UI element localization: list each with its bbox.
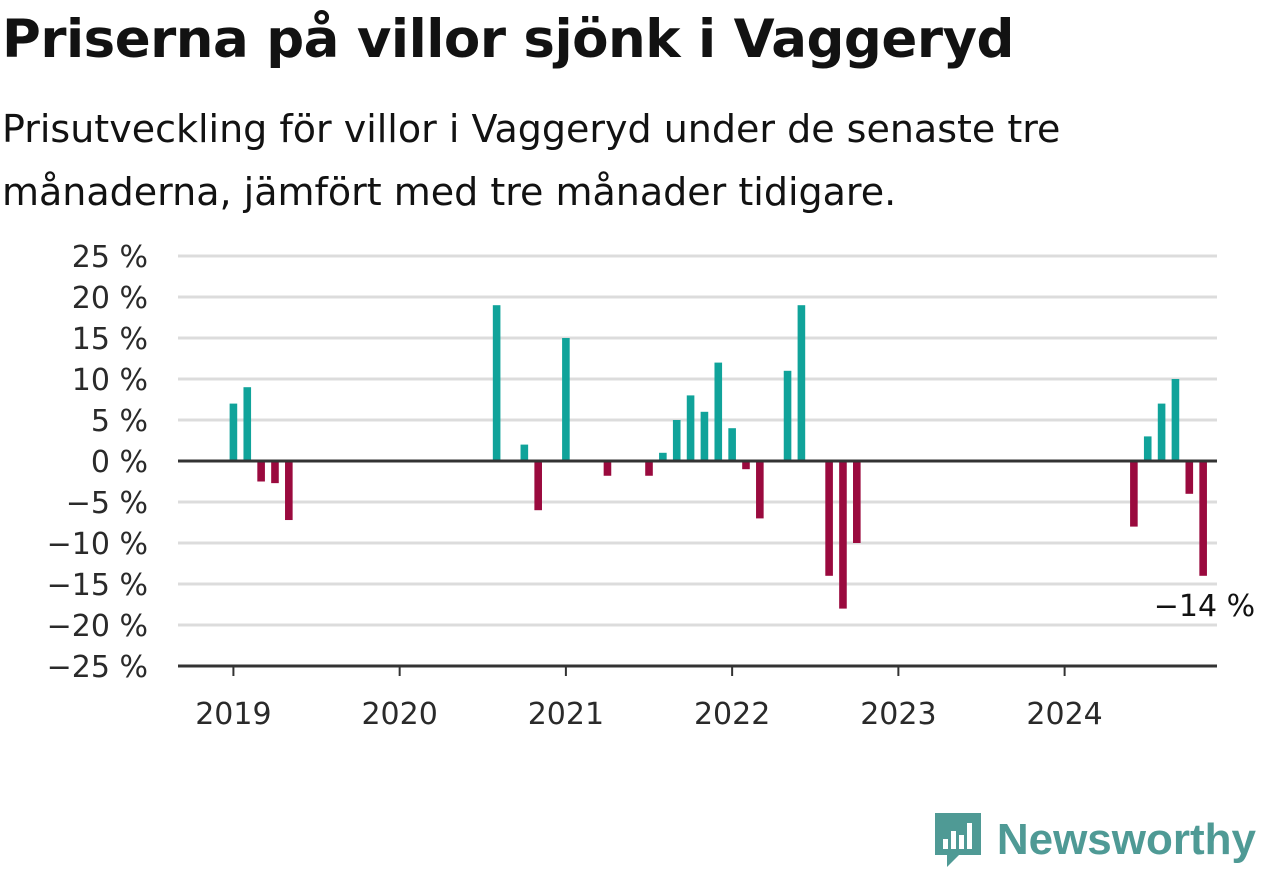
bar — [853, 461, 861, 543]
x-tick-label: 2019 — [195, 697, 271, 732]
bar — [797, 305, 806, 461]
x-tick-label: 2024 — [1026, 697, 1102, 732]
y-tick-label: 25 % — [72, 240, 148, 275]
bar — [257, 461, 265, 482]
bar — [1185, 461, 1194, 494]
bar — [742, 461, 750, 470]
y-tick-label: 10 % — [72, 363, 148, 398]
bar — [645, 461, 653, 476]
x-tick-label: 2023 — [860, 697, 936, 732]
bar — [562, 338, 570, 461]
last-value-label: −14 % — [1154, 589, 1255, 624]
bar — [783, 370, 792, 461]
bar — [285, 461, 293, 521]
newsworthy-logo: Newsworthy — [933, 811, 1256, 869]
bar — [686, 395, 695, 461]
bar — [1143, 436, 1152, 461]
bar — [1130, 461, 1138, 527]
x-tick-label: 2020 — [361, 697, 437, 732]
y-tick-label: −10 % — [47, 527, 148, 562]
y-tick-label: −5 % — [66, 486, 148, 521]
y-tick-label: 0 % — [91, 445, 148, 480]
bar — [756, 461, 764, 519]
y-tick-label: −25 % — [47, 650, 148, 685]
y-tick-label: 20 % — [72, 281, 148, 316]
newsworthy-logo-icon — [934, 813, 981, 867]
bar — [659, 452, 667, 461]
x-tick-label: 2021 — [528, 697, 604, 732]
y-tick-label: −20 % — [47, 609, 148, 644]
bar — [229, 403, 238, 461]
bar — [492, 305, 501, 461]
bar — [520, 444, 529, 461]
bar — [534, 461, 542, 511]
chart-title: Priserna på villor sjönk i Vaggeryd — [2, 9, 1014, 70]
y-tick-label: −15 % — [47, 568, 148, 603]
chart-subtitle: Prisutveckling för villor i Vaggeryd und… — [2, 107, 1061, 214]
bar — [243, 387, 252, 461]
bar — [672, 420, 681, 461]
bar — [728, 428, 736, 461]
bar — [271, 461, 279, 484]
bar — [714, 362, 723, 461]
brand-name: Newsworthy — [996, 815, 1256, 864]
y-tick-label: 15 % — [72, 322, 148, 357]
x-tick-label: 2022 — [694, 697, 770, 732]
bar — [700, 411, 709, 461]
y-tick-label: 5 % — [91, 404, 148, 439]
bar — [1171, 379, 1180, 461]
bar — [603, 461, 612, 476]
bar — [825, 461, 833, 576]
bar — [1199, 461, 1207, 576]
bar — [1157, 403, 1166, 461]
bar — [839, 461, 847, 609]
